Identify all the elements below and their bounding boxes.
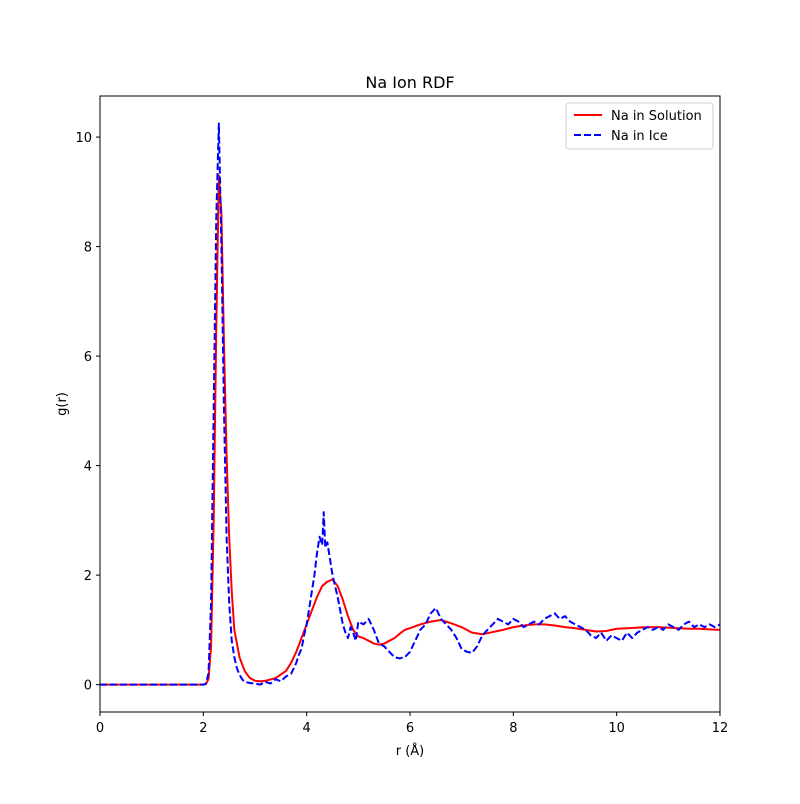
- x-axis-label: r (Å): [396, 743, 425, 759]
- y-axis: 0 2 4 6 8 10: [75, 131, 100, 694]
- x-tick-label: 10: [608, 721, 625, 736]
- series-layer: [100, 122, 720, 686]
- x-tick-label: 0: [96, 721, 104, 736]
- y-tick-label: 0: [84, 679, 92, 694]
- x-tick-label: 2: [199, 721, 207, 736]
- legend-label-ice: Na in Ice: [611, 129, 668, 144]
- x-axis: 0 2 4 6 8 10 12: [96, 712, 728, 736]
- x-tick-label: 6: [406, 721, 414, 736]
- y-tick-label: 2: [84, 569, 92, 584]
- chart-title: Na Ion RDF: [365, 73, 454, 92]
- y-tick-label: 4: [84, 460, 92, 475]
- series-line-ice: [100, 122, 720, 686]
- y-axis-label: g(r): [55, 392, 70, 416]
- x-tick-label: 8: [509, 721, 517, 736]
- y-tick-label: 10: [75, 131, 92, 146]
- legend: Na in Solution Na in Ice: [565, 102, 714, 150]
- legend-label-solution: Na in Solution: [611, 109, 702, 124]
- x-tick-label: 4: [303, 721, 311, 736]
- x-tick-label: 12: [712, 721, 729, 736]
- y-tick-label: 8: [84, 241, 92, 256]
- legend-box: [565, 102, 714, 150]
- y-tick-label: 6: [84, 350, 92, 365]
- series-line-solution: [100, 174, 720, 686]
